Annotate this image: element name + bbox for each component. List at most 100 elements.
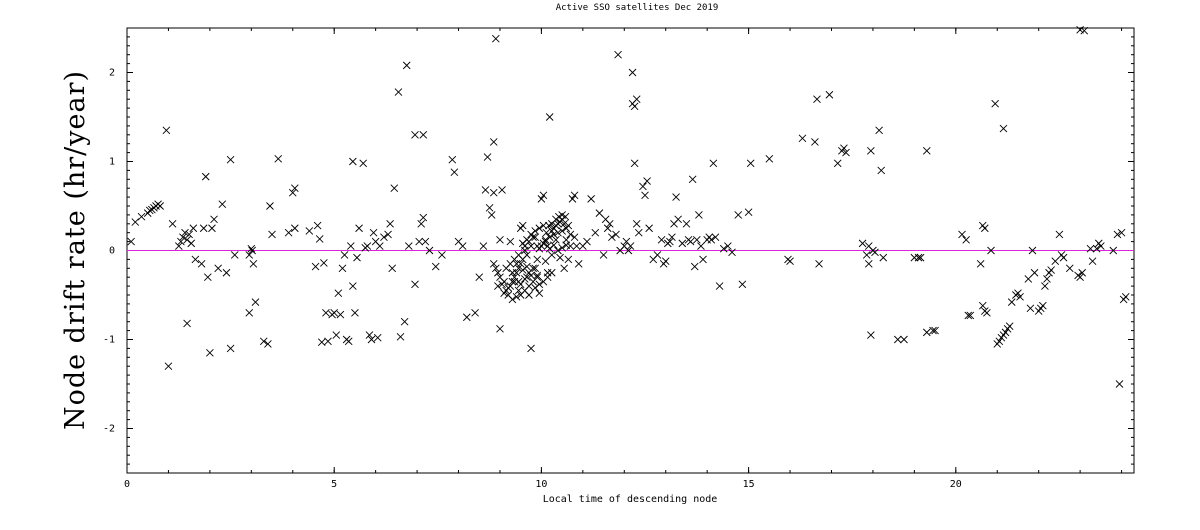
data-point [628,68,637,77]
data-point [516,260,525,268]
data-point [450,168,459,176]
data-point [564,255,573,264]
data-point [531,227,540,235]
data-point [518,221,527,230]
data-point [535,244,544,253]
data-point [284,228,293,237]
data-point [798,134,807,143]
data-point [523,262,531,271]
data-point [914,253,923,262]
data-point [438,251,446,259]
data-point [738,280,747,289]
data-point [177,237,185,246]
data-point [1026,304,1035,313]
data-point [496,236,504,244]
data-point [168,219,177,228]
data-point [545,233,554,241]
data-point [572,242,581,250]
data-point [203,273,212,282]
data-point [1041,282,1049,290]
data-point [230,251,239,259]
data-point [494,282,502,290]
data-point [746,159,755,168]
data-point [500,289,508,298]
data-point [566,230,575,239]
data-point [537,195,546,203]
data-point [201,172,210,181]
data-point [570,191,579,200]
data-point [630,159,639,168]
data-point [527,271,535,280]
data-point [206,349,214,357]
data-point [367,335,376,344]
data-point [458,242,467,250]
data-point [380,233,388,241]
data-point [688,175,697,184]
data-point [251,298,260,306]
data-point [1051,257,1060,265]
data-point [492,264,500,273]
data-point [695,211,703,219]
data-point [587,195,595,203]
data-point [291,224,299,233]
data-point [591,228,600,237]
data-point [479,242,488,250]
data-point [719,244,728,253]
data-point [369,228,378,237]
y-tick-label: -2 [103,424,115,435]
data-point [417,219,426,228]
data-point [877,166,886,175]
data-point [431,262,440,271]
data-point [363,242,372,250]
data-point [643,177,651,185]
data-point [338,264,347,273]
data-point [259,337,268,346]
data-point [512,268,521,277]
data-point [1117,228,1126,237]
data-point [570,233,579,241]
data-point [744,208,753,217]
data-point [547,268,556,277]
data-point [612,230,620,239]
data-point [245,251,254,259]
data-point [291,184,299,193]
data-point [218,200,227,209]
data-point [674,215,682,224]
data-point [711,233,720,241]
data-point [728,248,736,257]
data-point [396,333,405,341]
data-point [197,260,206,268]
data-point [910,253,919,262]
data-point [583,237,591,246]
y-tick-label: 1 [109,157,115,168]
data-point [365,331,374,339]
data-point [715,282,724,290]
data-point [724,242,732,250]
data-point [1115,380,1124,388]
data-point [411,130,419,139]
data-point [550,230,558,239]
data-point [1014,289,1022,298]
data-point [344,337,353,346]
x-axis-label: Local time of descending node [543,494,718,505]
data-point [1055,230,1064,239]
data-point [560,219,569,228]
data-point [191,255,200,264]
data-point [222,268,231,277]
data-point [487,211,496,219]
data-point [1028,246,1037,255]
data-point [815,260,823,268]
data-point [1007,298,1016,306]
data-point [568,195,577,203]
data-point [531,264,540,273]
data-point [340,251,349,259]
data-point [386,219,394,228]
data-point [562,224,571,233]
data-point [359,159,368,168]
data-point [127,237,135,246]
data-point [980,224,989,233]
data-point [179,233,187,241]
data-point [560,264,569,273]
data-point [686,237,695,246]
data-point [976,260,985,268]
